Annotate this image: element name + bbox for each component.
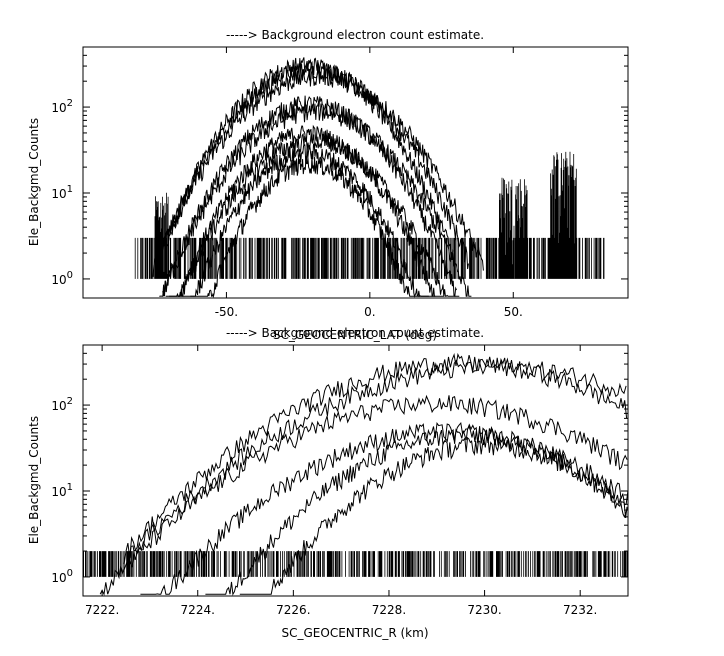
tick-layer: 7222. 7224. 7226. 7228. 7230. 7232. 100 101 102 [51, 344, 628, 617]
x-tick-label: 7232. [563, 603, 597, 617]
y-tick-label: 102 [51, 98, 73, 115]
x-tick-label: 7224. [181, 603, 215, 617]
noise-floor-series [82, 551, 628, 577]
count-series-8 [178, 143, 436, 298]
count-series-4 [162, 95, 457, 297]
count-series-5 [159, 102, 472, 297]
x-tick-label: 7222. [85, 603, 119, 617]
noise-floor-series [134, 151, 605, 279]
series-layer [82, 352, 629, 596]
x-tick-label: 7228. [372, 603, 406, 617]
x-axis-label: SC_GEOCENTRIC_LAT (deg) [273, 328, 437, 342]
x-tick-label: 50. [504, 305, 523, 319]
count-series-1 [123, 352, 628, 565]
y-axis-label: Ele_Backgmd_Counts [27, 118, 41, 246]
x-tick-label: 0. [364, 305, 375, 319]
count-series-3 [152, 67, 484, 277]
count-series-6 [169, 124, 445, 297]
count-series-7 [165, 132, 460, 297]
x-tick-label: -50. [215, 305, 238, 319]
chart-title: -----> Background electron count estimat… [226, 28, 484, 42]
x-tick-label: 7230. [467, 603, 501, 617]
plot-frame [82, 344, 629, 597]
y-tick-label: 101 [51, 482, 73, 499]
plot-frame [82, 46, 629, 299]
y-tick-label: 100 [51, 568, 73, 585]
tick-layer: -50. 0. 50. 100 101 102 [51, 46, 628, 319]
count-series-9 [190, 155, 429, 299]
y-tick-label: 101 [51, 184, 73, 201]
count-series-6 [239, 435, 628, 595]
count-series-4 [140, 421, 629, 595]
y-tick-label: 102 [51, 396, 73, 413]
series-layer [134, 57, 605, 299]
chart-panel-radius: -----> Background electron count estimat… [27, 326, 629, 640]
x-tick-label: 7226. [276, 603, 310, 617]
x-axis-label: SC_GEOCENTRIC_R (km) [282, 626, 429, 640]
count-series-3 [99, 394, 628, 596]
y-tick-label: 100 [51, 270, 73, 287]
chart-panel-latitude: -----> Background electron count estimat… [27, 28, 629, 342]
count-series-1 [159, 57, 454, 261]
y-axis-label: Ele_Backgmd_Counts [27, 416, 41, 544]
chart-title: -----> Background electron count estimat… [226, 326, 484, 340]
